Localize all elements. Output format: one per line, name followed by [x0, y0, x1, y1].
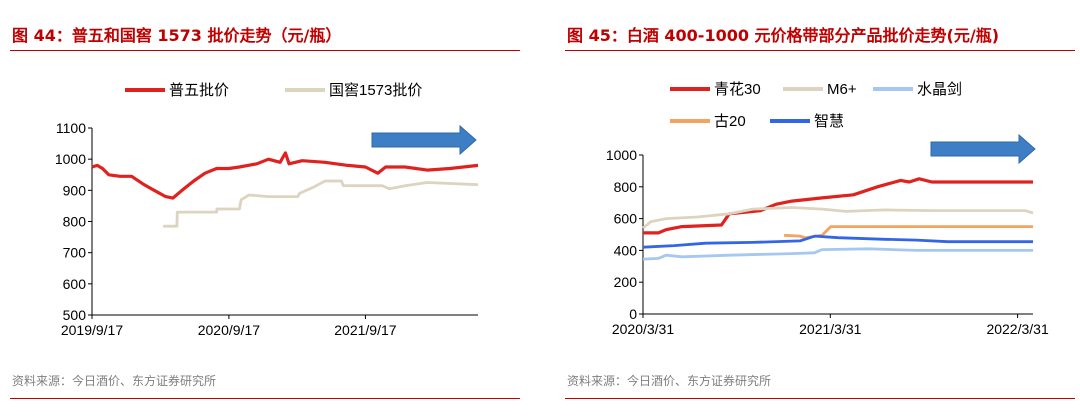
x-tick-label: 2021/9/17: [334, 322, 396, 338]
y-tick-label: 800: [614, 179, 638, 195]
source-note-left: 资料来源：今日酒价、东方证券研究所: [12, 374, 217, 388]
legend-label: 普五批价: [169, 82, 229, 99]
line-chart-left: 500 600 700 800 900 1000 1100 2019/9/17 2020/9/1…: [55, 81, 479, 338]
chart-title-text: 图 45：白酒 400-1000 元价格带部分产品批价走势(元/瓶): [567, 26, 1000, 45]
y-tick-label: 700: [63, 245, 87, 261]
trend-arrow: [371, 124, 477, 156]
legend-label: 水晶剑: [917, 81, 962, 98]
y-tick-label: 200: [614, 274, 638, 290]
y-tick-label: 1100: [56, 120, 86, 136]
trend-arrow: [930, 133, 1036, 165]
series-line: [91, 151, 479, 200]
y-tick-label: 600: [63, 276, 87, 292]
series-line: [642, 247, 1033, 261]
x-tick-label: 2021/3/31: [799, 321, 861, 337]
x-tick-label: 2020/9/17: [198, 322, 260, 338]
series-line: [642, 234, 1033, 249]
series-line: [163, 179, 479, 228]
chart-panel-right: 图 45：白酒 400-1000 元价格带部分产品批价走势(元/瓶) 0 200 4…: [565, 0, 1080, 416]
line-chart-right: 0 200 400 600 800 1000 2020/3/31 2021/3/31 2022/…: [606, 81, 1049, 337]
y-tick-label: 800: [63, 214, 87, 230]
legend-label: M6+: [827, 81, 857, 98]
bottom-rule-left: [10, 398, 520, 399]
x-tick-label: 2019/9/17: [61, 322, 123, 338]
series-line: [642, 206, 1034, 230]
series-line: [643, 177, 1033, 235]
x-tick-label: 2022/3/31: [986, 321, 1048, 337]
bottom-rule-right: [565, 398, 1075, 399]
legend-label: 古20: [714, 113, 746, 130]
y-tick-label: 400: [614, 242, 638, 258]
legend-label: 智慧: [814, 112, 844, 130]
y-tick-label: 500: [63, 307, 87, 323]
source-note-right: 资料来源：今日酒价、东方证券研究所: [567, 374, 772, 388]
y-tick-label: 900: [63, 182, 87, 198]
chart-panel-left: 图 44：普五和国窖 1573 批价走势（元/瓶） 500 600 700 800 90…: [10, 0, 530, 416]
y-tick-label: 1000: [606, 147, 637, 163]
x-tick-label: 2020/3/31: [612, 321, 674, 337]
y-tick-label: 600: [614, 211, 638, 227]
chart-title-text: 图 44：普五和国窖 1573 批价走势（元/瓶）: [12, 26, 342, 45]
y-tick-label: 0: [629, 306, 637, 322]
chart-title-left: 图 44：普五和国窖 1573 批价走势（元/瓶）: [10, 14, 520, 51]
y-tick-label: 1000: [55, 151, 86, 167]
legend-label: 青花30: [714, 81, 761, 98]
chart-title-right: 图 45：白酒 400-1000 元价格带部分产品批价走势(元/瓶): [565, 14, 1075, 51]
legend-label: 国窖1573批价: [329, 81, 422, 99]
